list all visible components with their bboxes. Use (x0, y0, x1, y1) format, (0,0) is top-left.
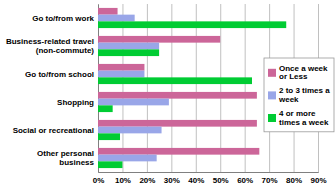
text-line: or Less (279, 72, 308, 81)
text-line: week (278, 95, 299, 104)
plot: 0% 10% 20% 30% 40% 50% 60% 70% 80% 90% Go to/from … (6, 4, 327, 185)
y-axis-line (98, 5, 99, 173)
bars (98, 8, 286, 168)
bar (98, 127, 162, 134)
bar (98, 49, 159, 56)
bar (98, 43, 159, 50)
text-line: Once a week (279, 64, 328, 73)
x-tick-label: 70% (262, 176, 278, 185)
text-line: Business-related travel (6, 37, 94, 46)
chart: 0% 10% 20% 30% 40% 50% 60% 70% 80% 90% Go to/from … (0, 0, 335, 191)
y-tick: Other personalbusiness (37, 149, 98, 167)
legend-label: 4 or moretimes a week (279, 109, 329, 127)
grid-line (245, 4, 246, 172)
x-tick-label: 10% (115, 176, 131, 185)
text-line: Shopping (57, 98, 94, 107)
x-tick-label: 50% (213, 176, 229, 185)
bar (98, 36, 220, 43)
y-tick: Go to/from work (32, 14, 98, 23)
text-line: Other personal (37, 149, 94, 158)
x-tick-label: 30% (164, 176, 180, 185)
x-tick-label: 20% (139, 176, 155, 185)
y-tick: Business-related travel(non-commute) (6, 37, 98, 55)
bar (98, 133, 120, 140)
y-tick-label: Other personalbusiness (37, 149, 94, 167)
y-tick-label: Business-related travel(non-commute) (6, 37, 94, 55)
y-tick: Social or recreational (13, 126, 98, 135)
grid-line (171, 4, 172, 172)
grid-line (196, 4, 197, 172)
grid-line (220, 4, 221, 172)
x-tick-label: 90% (310, 176, 326, 185)
text-line: Go to/from work (32, 14, 94, 23)
bar (98, 161, 122, 168)
y-axis: Go to/from work Business-related travel(n… (6, 5, 99, 173)
text-line: 2 to 3 times a (279, 86, 330, 95)
text-line: business (59, 158, 94, 167)
bar-series (98, 21, 286, 168)
bar (98, 21, 286, 28)
x-tick-label: 80% (286, 176, 302, 185)
bar-series (98, 8, 259, 155)
y-tick-label: Social or recreational (13, 126, 94, 135)
y-tick-label: Go to/from school (25, 70, 94, 79)
bar (98, 99, 169, 106)
grid-line (147, 4, 148, 172)
bar (98, 120, 257, 127)
grid-line (98, 4, 99, 172)
grid-line (122, 4, 123, 172)
y-tick: Go to/from school (25, 70, 98, 79)
y-tick: Shopping (57, 98, 98, 107)
y-tick-label: Shopping (57, 98, 94, 107)
legend-swatch (268, 91, 276, 99)
bar (98, 15, 135, 22)
bar (98, 155, 157, 162)
text-line: Go to/from school (25, 70, 94, 79)
x-tick-label: 40% (188, 176, 204, 185)
legend-swatch (268, 114, 276, 122)
x-axis: 0% 10% 20% 30% 40% 50% 60% 70% 80% 90% (93, 4, 327, 185)
legend: Once a weekor Less 2 to 3 times aweek 4 or… (264, 58, 334, 132)
bar (98, 64, 144, 71)
bar (98, 71, 144, 78)
legend-box (264, 58, 334, 132)
y-tick-label: Go to/from work (32, 14, 94, 23)
x-tick-label: 60% (237, 176, 253, 185)
bar (98, 105, 113, 112)
text-line: Social or recreational (13, 126, 94, 135)
bar (98, 77, 252, 84)
text-line: times a week (279, 118, 329, 127)
bar (98, 148, 259, 155)
legend-label: Once a weekor Less (279, 64, 328, 82)
legend-swatch (268, 69, 276, 77)
text-line: (non-commute) (36, 46, 95, 55)
bar-series (98, 15, 169, 162)
text-line: 4 or more (279, 109, 316, 118)
x-tick-label: 0% (93, 176, 105, 185)
bar (98, 8, 118, 15)
bar (98, 92, 257, 99)
legend-label: 2 to 3 times aweek (278, 86, 330, 104)
